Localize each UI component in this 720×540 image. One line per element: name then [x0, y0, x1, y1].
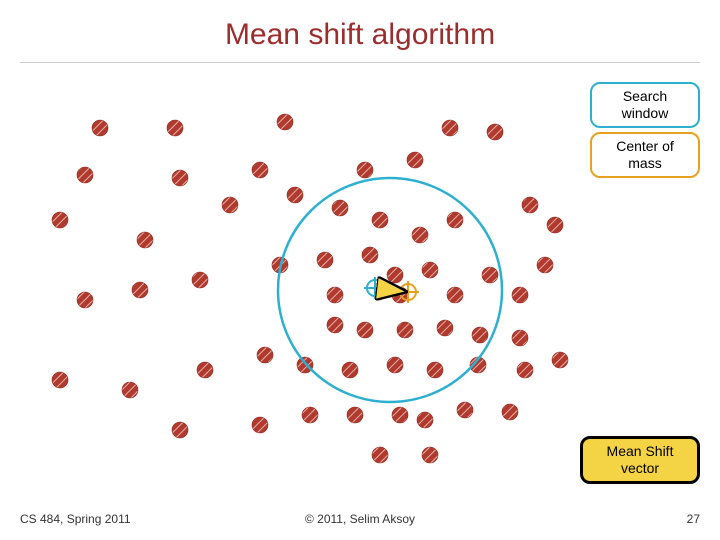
data-point [412, 227, 428, 243]
data-point [547, 217, 563, 233]
legend-center-of-mass: Center ofmass [590, 132, 700, 178]
data-point [522, 197, 538, 213]
data-point [537, 257, 553, 273]
data-point [442, 120, 458, 136]
data-point [327, 317, 343, 333]
data-point [482, 267, 498, 283]
legend-center-of-mass-label: Center ofmass [616, 138, 674, 171]
data-point [387, 267, 403, 283]
data-point [317, 252, 333, 268]
data-point [427, 362, 443, 378]
data-point [347, 407, 363, 423]
data-point [172, 170, 188, 186]
data-point [517, 362, 533, 378]
data-point [357, 322, 373, 338]
page-title: Mean shift algorithm [0, 18, 720, 52]
data-point [372, 212, 388, 228]
data-point [252, 417, 268, 433]
data-point [332, 200, 348, 216]
data-point [302, 407, 318, 423]
data-point [132, 282, 148, 298]
data-point [342, 362, 358, 378]
window-center-marker [364, 277, 386, 299]
footer-page-number: 27 [687, 512, 700, 526]
data-point [552, 352, 568, 368]
data-point [437, 320, 453, 336]
data-point [447, 212, 463, 228]
legend-mean-shift-vector-label: Mean Shiftvector [607, 443, 674, 476]
data-point [92, 120, 108, 136]
data-point [392, 407, 408, 423]
data-point [257, 347, 273, 363]
data-point [512, 330, 528, 346]
data-point [357, 162, 373, 178]
data-point [277, 114, 293, 130]
data-point [167, 120, 183, 136]
data-point [512, 287, 528, 303]
data-point [137, 232, 153, 248]
mean-shift-diagram: Searchwindow Center ofmass Mean Shiftvec… [0, 70, 720, 490]
data-point [77, 292, 93, 308]
data-point [502, 404, 518, 420]
title-underline [20, 62, 700, 63]
data-point [457, 402, 473, 418]
legend-search-window: Searchwindow [590, 82, 700, 128]
data-point [407, 152, 423, 168]
data-point [487, 124, 503, 140]
data-point [122, 382, 138, 398]
data-point [447, 287, 463, 303]
legend-search-window-label: Searchwindow [622, 88, 669, 121]
legend-mean-shift-vector: Mean Shiftvector [580, 436, 700, 484]
data-point [52, 212, 68, 228]
data-point [252, 162, 268, 178]
data-point [77, 167, 93, 183]
data-point [192, 272, 208, 288]
data-point [327, 287, 343, 303]
data-point [197, 362, 213, 378]
data-point [472, 327, 488, 343]
footer-copyright: © 2011, Selim Aksoy [0, 512, 720, 526]
mean-shift-vector-arrow [383, 289, 400, 291]
data-point [172, 422, 188, 438]
data-point [422, 262, 438, 278]
data-point [387, 357, 403, 373]
data-point [397, 322, 413, 338]
data-point [52, 372, 68, 388]
data-point [422, 447, 438, 463]
data-point [372, 447, 388, 463]
data-point [222, 197, 238, 213]
data-point [417, 412, 433, 428]
data-point [362, 247, 378, 263]
data-point [287, 187, 303, 203]
